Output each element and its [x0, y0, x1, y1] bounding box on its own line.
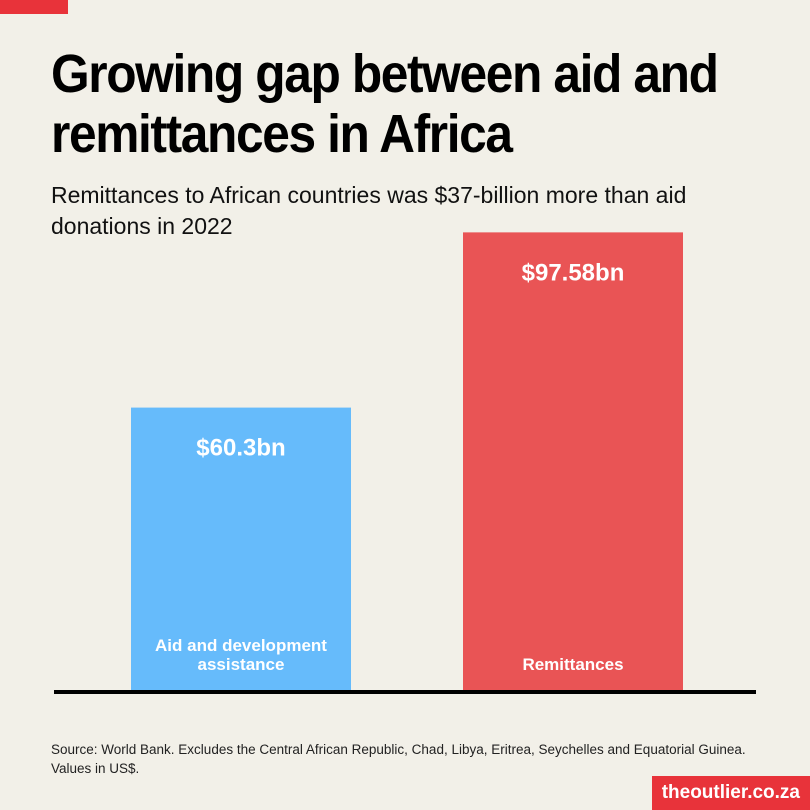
bar-category-label-1-line-1: Aid and development — [155, 636, 327, 655]
bar-category-label-1-line-2: assistance — [198, 655, 285, 674]
bar-2 — [463, 232, 683, 691]
bar-value-label-2: $97.58bn — [522, 259, 625, 286]
brand-link[interactable]: theoutlier.co.za — [651, 776, 810, 810]
source-note: Source: World Bank. Excludes the Central… — [51, 742, 746, 776]
chart-title: Growing gap between aid and remittances … — [51, 44, 719, 164]
chart-subtitle: Remittances to African countries was $37… — [51, 182, 687, 239]
bar-value-label-1: $60.3bn — [196, 435, 285, 462]
bar-category-label-2-line-1: Remittances — [522, 655, 623, 674]
accent-tab — [0, 0, 68, 14]
bar-1 — [131, 407, 351, 691]
